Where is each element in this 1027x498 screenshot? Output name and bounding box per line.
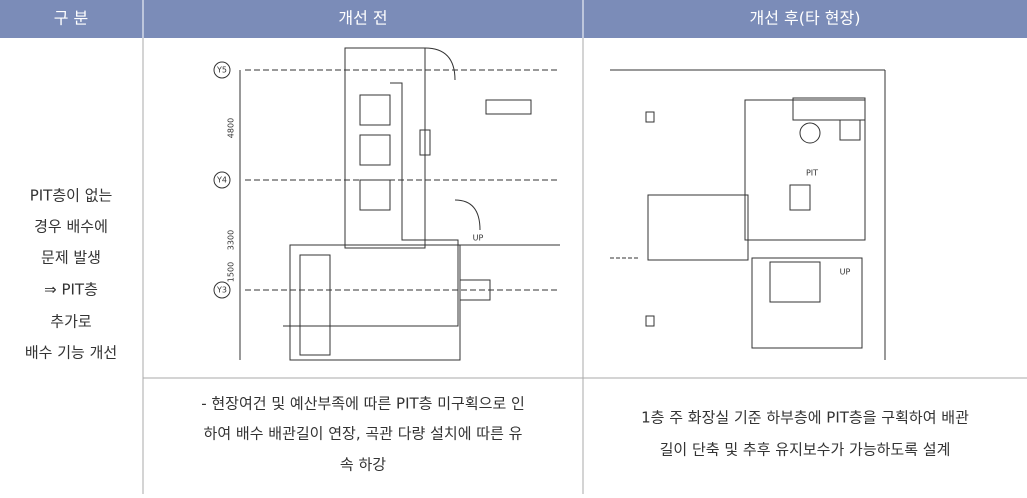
header-bg <box>0 0 1027 38</box>
drawing-label: Y3 <box>216 286 227 295</box>
drawing-label: UP <box>840 268 851 277</box>
drawing-label: PIT <box>806 169 818 178</box>
description-line: 길이 단축 및 추후 유지보수가 가능하도록 설계 <box>660 441 951 459</box>
label-line: ⇒ PIT층 <box>44 281 98 299</box>
drawing-label: UP <box>473 234 484 243</box>
header-cell: 구 분 <box>54 9 89 28</box>
drawing-label: 3300 <box>227 230 236 250</box>
left-label: PIT층이 없는 경우 배수에 문제 발생 ⇒ PIT층 추가로 배수 기능 개… <box>25 187 117 362</box>
description-line: 1층 주 화장실 기준 하부층에 PIT층을 구획하여 배관 <box>641 409 969 427</box>
drawing-label: Y5 <box>216 66 227 75</box>
label-line: 배수 기능 개선 <box>25 344 117 362</box>
after-description: 1층 주 화장실 기준 하부층에 PIT층을 구획하여 배관 길이 단축 및 추… <box>641 409 969 459</box>
header-cell: 개선 후(타 현장) <box>750 9 861 28</box>
label-line: 문제 발생 <box>41 249 101 267</box>
label-line: 추가로 <box>50 313 92 331</box>
drawing-label: 4800 <box>227 118 236 138</box>
description-line: 속 하강 <box>340 456 386 474</box>
label-line: 경우 배수에 <box>34 218 108 236</box>
description-line: - 현장여건 및 예산부족에 따른 PIT층 미구획으로 인 <box>201 395 525 413</box>
drawing-label: 1500 <box>227 262 236 282</box>
description-line: 하여 배수 배관길이 연장, 곡관 다량 설치에 따른 유 <box>204 425 523 443</box>
before-description: - 현장여건 및 예산부족에 따른 PIT층 미구획으로 인 하여 배수 배관길… <box>201 395 525 474</box>
header-cell: 개선 전 <box>338 9 387 28</box>
before-drawing: Y5 Y4 Y3 4800 3300 1500 UP <box>213 47 560 361</box>
after-drawing: PIT UP <box>610 69 886 360</box>
label-line: PIT층이 없는 <box>30 187 113 205</box>
drawing-label: Y4 <box>216 176 227 185</box>
